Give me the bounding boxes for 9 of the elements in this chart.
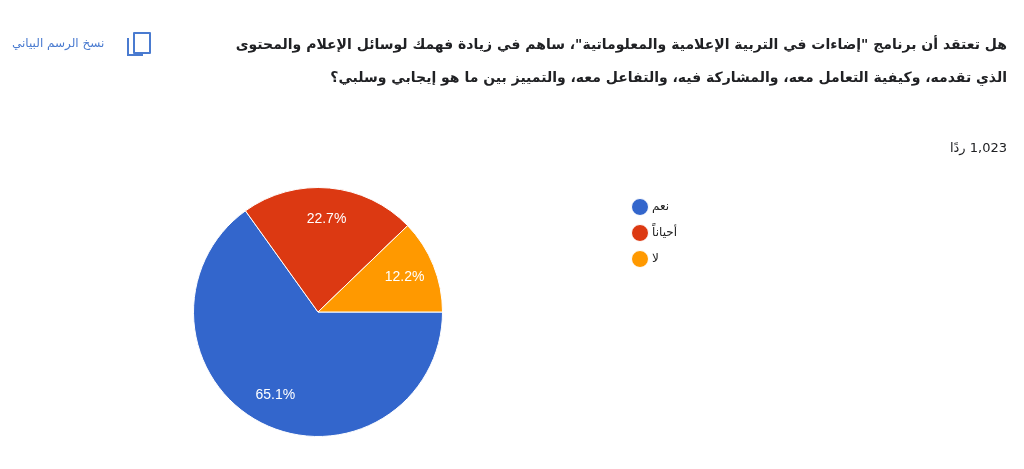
legend-label: لا xyxy=(652,251,659,266)
data-label: 22.7% xyxy=(306,209,347,226)
text: نسخ الرسم البياني xyxy=(12,36,105,50)
chart-title: هل تعتقد أن برنامج "إضاءات في التربية الإعلامية والمعلوماتية"، ساهم في زيادة فهمك لوسائل الإعلام والمحتوى الذي تقدمه، وكيفية التعامل معه، والمشاركة فيه، والتفاعل معه، والتمييز بين ما هو إيجابي وسلبي؟ xyxy=(235,36,1007,85)
legend-label: أحياناً xyxy=(651,223,678,240)
legend-label: نعم xyxy=(652,199,670,214)
data-label: 12.2% xyxy=(384,267,425,284)
data-label: 65.1% xyxy=(255,385,296,402)
text: 1,023 ردًا xyxy=(949,140,1007,155)
